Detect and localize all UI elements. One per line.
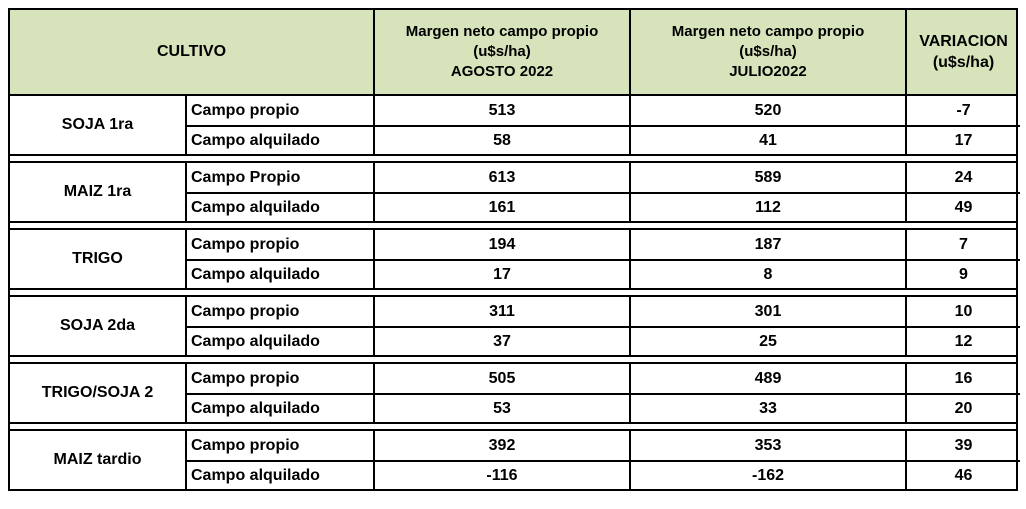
value-variacion: 49	[905, 192, 1020, 221]
value-julio: 589	[629, 163, 905, 192]
header-agosto: Margen neto campo propio (u$s/ha) AGOSTO…	[373, 10, 629, 94]
tenure-label: Campo alquilado	[185, 125, 373, 154]
value-variacion: 12	[905, 326, 1020, 355]
value-agosto: 311	[373, 297, 629, 326]
header-agosto-line1: Margen neto campo propio	[405, 23, 599, 40]
header-julio-line3: JULIO2022	[729, 63, 807, 80]
crop-name: SOJA 1ra	[61, 116, 134, 133]
header-agosto-line2: (u$s/ha)	[473, 43, 531, 60]
value-variacion: 7	[905, 230, 1020, 259]
value-julio: 25	[629, 326, 905, 355]
header-variacion-line2: (u$s/ha)	[932, 54, 995, 71]
crop-name: TRIGO/SOJA 2	[41, 384, 154, 401]
crop-name: TRIGO	[72, 250, 123, 267]
tenure-label: Campo Propio	[185, 163, 373, 192]
value-agosto: 53	[373, 393, 629, 422]
value-julio: 41	[629, 125, 905, 154]
value-agosto: 17	[373, 259, 629, 288]
margin-table: CULTIVO Margen neto campo propio (u$s/ha…	[8, 8, 1020, 491]
value-julio: 112	[629, 192, 905, 221]
value-variacion: 24	[905, 163, 1020, 192]
tenure-label: Campo alquilado	[185, 460, 373, 489]
header-julio: Margen neto campo propio (u$s/ha) JULIO2…	[629, 10, 905, 94]
tenure-label: Campo alquilado	[185, 259, 373, 288]
crop-name: MAIZ 1ra	[63, 183, 132, 200]
value-agosto: 613	[373, 163, 629, 192]
crop-group-soja-1ra: SOJA 1ra Campo propio 513 520 -7 Campo a…	[10, 94, 1020, 156]
value-agosto: 37	[373, 326, 629, 355]
value-variacion: 17	[905, 125, 1020, 154]
header-cultivo: CULTIVO	[10, 10, 373, 94]
value-julio: 8	[629, 259, 905, 288]
tenure-label: Campo propio	[185, 230, 373, 259]
value-julio: 520	[629, 96, 905, 125]
value-agosto: 161	[373, 192, 629, 221]
crop-name: MAIZ tardio	[53, 451, 142, 468]
value-julio: 353	[629, 431, 905, 460]
value-agosto: -116	[373, 460, 629, 489]
value-julio: 489	[629, 364, 905, 393]
value-agosto: 58	[373, 125, 629, 154]
value-agosto: 194	[373, 230, 629, 259]
value-julio: 187	[629, 230, 905, 259]
crop-group-trigo-soja-2: TRIGO/SOJA 2 Campo propio 505 489 16 Cam…	[10, 362, 1020, 424]
value-variacion: 39	[905, 431, 1020, 460]
tenure-label: Campo alquilado	[185, 326, 373, 355]
crop-group-soja-2da: SOJA 2da Campo propio 311 301 10 Campo a…	[10, 295, 1020, 357]
header-agosto-line3: AGOSTO 2022	[450, 63, 554, 80]
value-agosto: 505	[373, 364, 629, 393]
value-agosto: 513	[373, 96, 629, 125]
value-variacion: -7	[905, 96, 1020, 125]
value-variacion: 16	[905, 364, 1020, 393]
header-variacion: VARIACION (u$s/ha)	[905, 10, 1020, 94]
tenure-label: Campo propio	[185, 431, 373, 460]
value-variacion: 20	[905, 393, 1020, 422]
tenure-label: Campo propio	[185, 96, 373, 125]
crop-name: SOJA 2da	[60, 317, 135, 334]
header-variacion-line1: VARIACION	[919, 33, 1008, 50]
crop-group-maiz-tardio: MAIZ tardio Campo propio 392 353 39 Camp…	[10, 429, 1020, 489]
value-variacion: 10	[905, 297, 1020, 326]
value-agosto: 392	[373, 431, 629, 460]
value-julio: 301	[629, 297, 905, 326]
value-variacion: 46	[905, 460, 1020, 489]
value-julio: 33	[629, 393, 905, 422]
value-julio: -162	[629, 460, 905, 489]
tenure-label: Campo propio	[185, 297, 373, 326]
table-header-row: CULTIVO Margen neto campo propio (u$s/ha…	[10, 10, 1016, 94]
header-julio-line2: (u$s/ha)	[739, 43, 797, 60]
crop-group-trigo: TRIGO Campo propio 194 187 7 Campo alqui…	[10, 228, 1020, 290]
tenure-label: Campo alquilado	[185, 192, 373, 221]
value-variacion: 9	[905, 259, 1020, 288]
tenure-label: Campo alquilado	[185, 393, 373, 422]
header-cultivo-label: CULTIVO	[156, 43, 227, 60]
header-julio-line1: Margen neto campo propio	[671, 23, 865, 40]
crop-group-maiz-1ra: MAIZ 1ra Campo Propio 613 589 24 Campo a…	[10, 161, 1020, 223]
tenure-label: Campo propio	[185, 364, 373, 393]
